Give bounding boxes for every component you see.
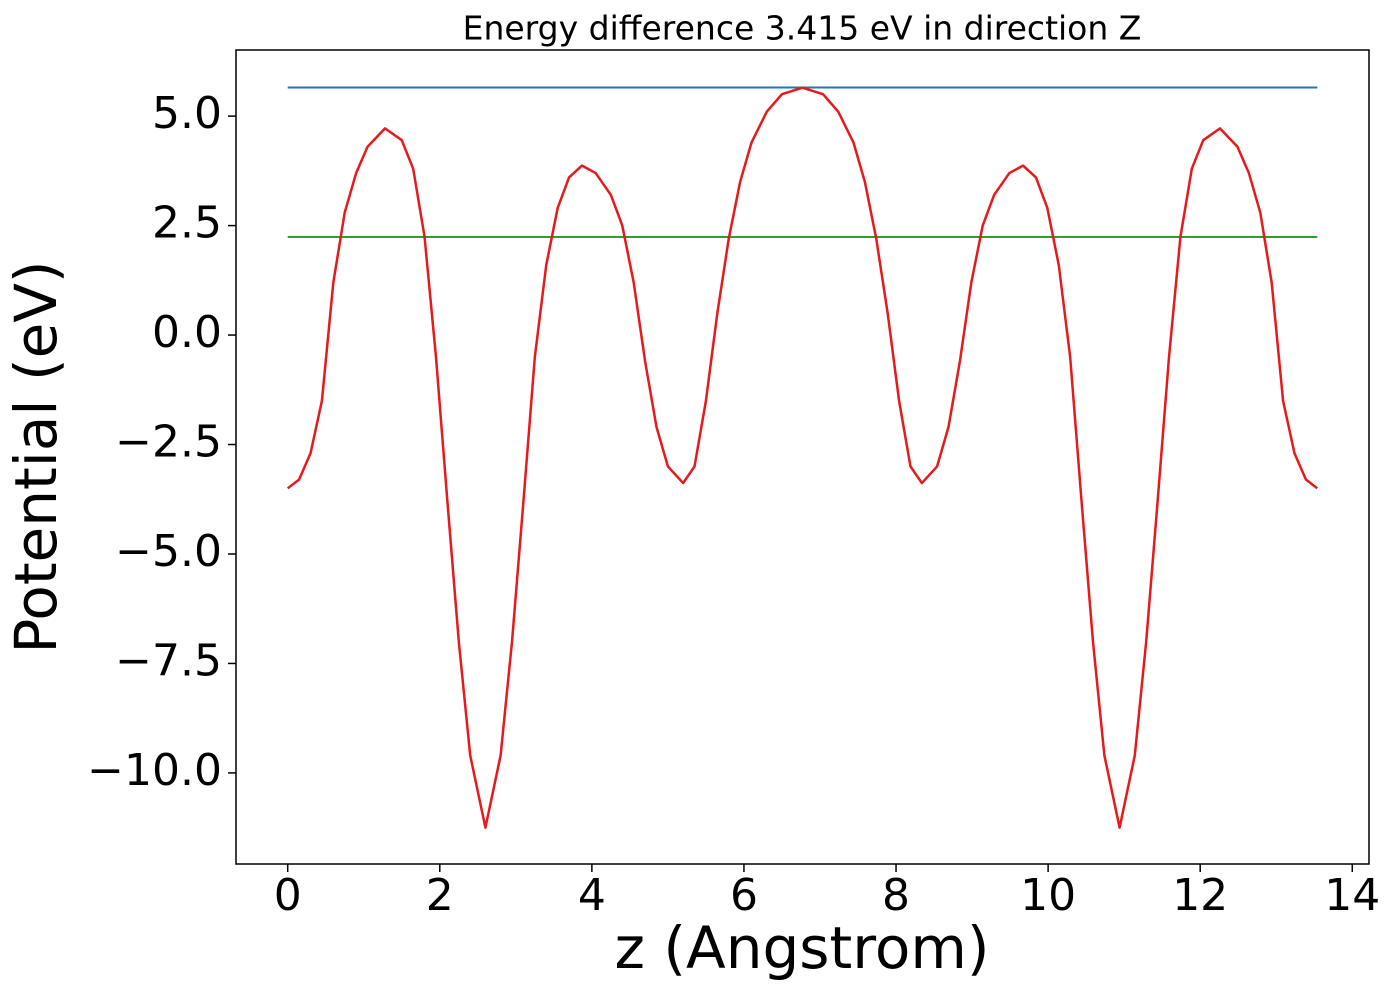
y-tick-label: −5.0 [115,526,222,577]
x-tick-label: 6 [730,870,758,921]
y-axis-label: Potential (eV) [2,260,70,653]
y-tick-label: 2.5 [152,198,222,249]
y-tick-label: −10.0 [87,745,222,796]
y-tick-label: −2.5 [115,417,222,468]
x-axis-label: z (Angstrom) [615,914,990,982]
x-tick-label: 14 [1324,870,1380,921]
x-tick-label: 10 [1020,870,1076,921]
x-tick-label: 8 [882,870,910,921]
plot-frame [235,49,1370,865]
series-line [286,86,1319,829]
y-tick-label: 0.0 [152,307,222,358]
x-tick-label: 2 [426,870,454,921]
y-tick-label: −7.5 [115,635,222,686]
x-tick-label: 12 [1172,870,1228,921]
y-tick-label: 5.0 [152,88,222,139]
x-tick-label: 4 [578,870,606,921]
chart-title: Energy difference 3.415 eV in direction … [463,9,1142,48]
x-tick-label: 0 [274,870,302,921]
